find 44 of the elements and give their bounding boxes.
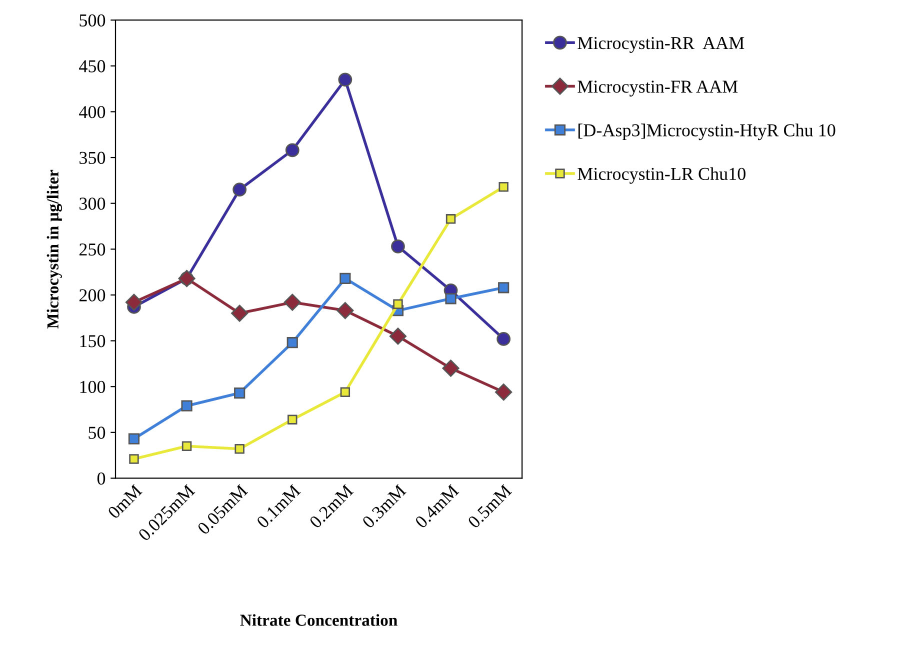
point — [338, 72, 352, 87]
point — [336, 302, 354, 320]
point — [232, 182, 247, 197]
y-tick-label: 0 — [97, 472, 106, 485]
point — [498, 182, 508, 192]
point — [446, 214, 456, 224]
legend-label: Microcystin-LR Chu10 — [578, 167, 746, 184]
point — [495, 384, 512, 401]
y-tick-label: 100 — [80, 380, 106, 394]
point — [181, 400, 192, 412]
point — [286, 337, 298, 348]
point — [391, 239, 405, 254]
point — [234, 387, 246, 399]
y-tick-label: 500 — [80, 14, 106, 27]
point — [445, 293, 456, 304]
y-tick-label: 200 — [79, 289, 106, 302]
y-tick-label: 350 — [80, 152, 106, 164]
y-tick-label: 300 — [80, 198, 106, 210]
point — [389, 328, 407, 345]
point — [182, 441, 192, 452]
point — [231, 304, 248, 322]
y-tick-label: 50 — [88, 426, 106, 439]
point — [288, 414, 298, 424]
y-tick-label: 250 — [79, 243, 106, 256]
y-tick-label: 400 — [79, 106, 106, 118]
point — [125, 294, 143, 311]
point — [234, 444, 244, 454]
point — [442, 360, 460, 377]
point — [340, 272, 351, 284]
point — [393, 299, 403, 309]
legend-label: Microcystin-RR AAM — [578, 37, 744, 53]
point — [129, 454, 139, 464]
legend-label: Microcystin-FR AAM — [578, 80, 738, 96]
point — [340, 387, 350, 397]
legend-label: [D-Asp3]Microcystin-HtyR Chu 10 — [578, 124, 836, 140]
y-tick-label: 150 — [80, 335, 106, 348]
point — [285, 143, 300, 158]
point — [284, 294, 301, 311]
point — [498, 282, 510, 294]
point — [496, 332, 511, 346]
y-axis-title: Microcystin in µg/liter — [46, 170, 62, 329]
x-axis-title: Nitrate Concentration — [240, 614, 398, 626]
point — [128, 433, 140, 444]
y-tick-label: 450 — [79, 60, 106, 72]
